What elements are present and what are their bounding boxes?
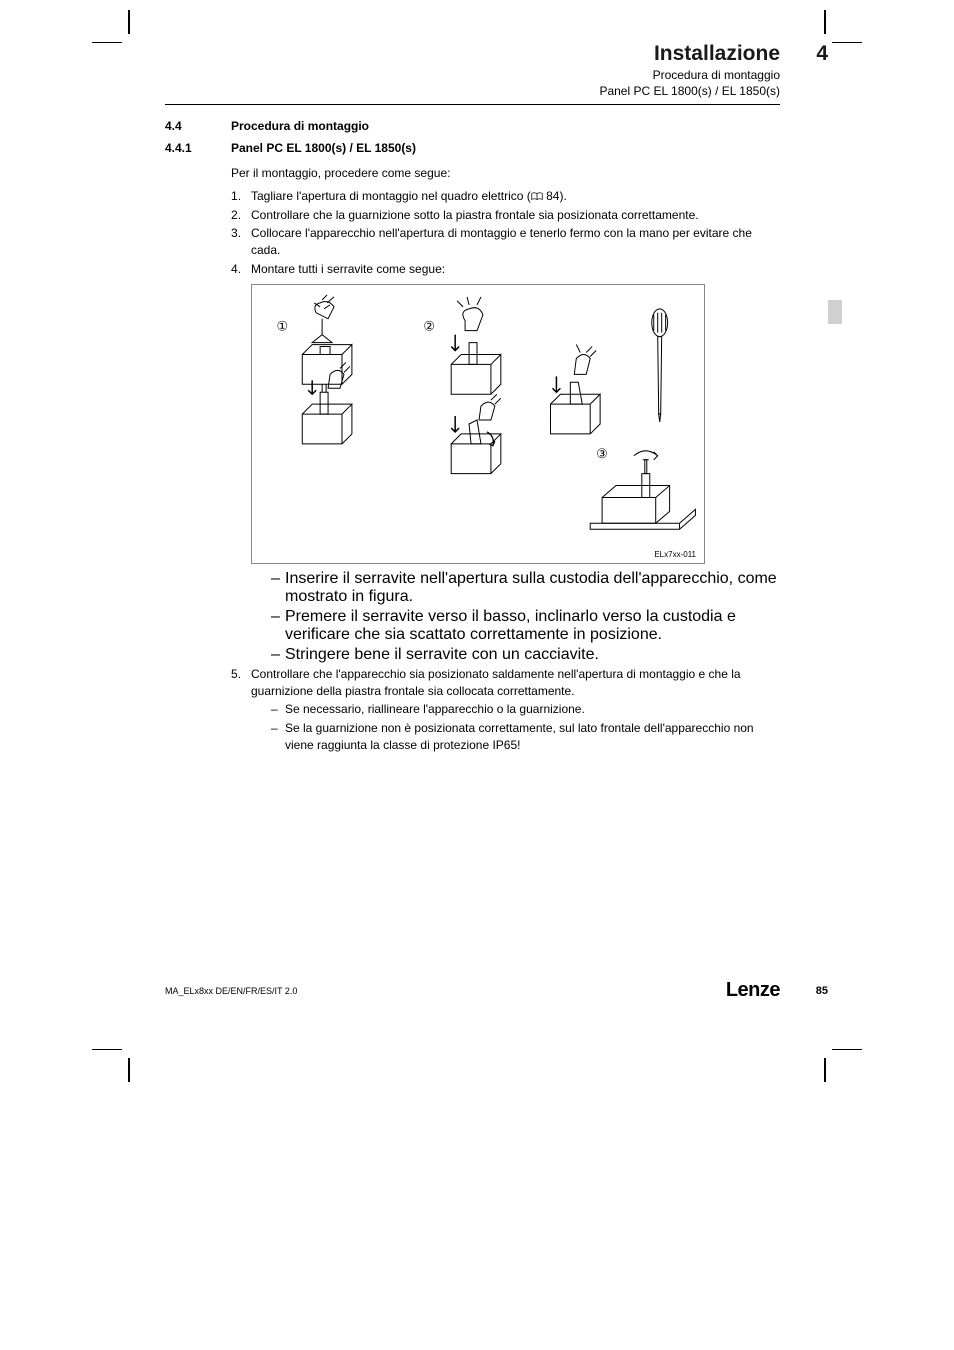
- crop-mark: [832, 1049, 862, 1050]
- page-content: Installazione 4 Procedura di montaggio P…: [165, 42, 780, 1002]
- step-5: Controllare che l'apparecchio sia posizi…: [231, 666, 780, 756]
- crop-mark: [824, 10, 826, 34]
- bullet-3: Stringere bene il serravite con un cacci…: [271, 646, 780, 664]
- crop-mark: [92, 42, 122, 43]
- section-number: 4.4: [165, 119, 231, 133]
- footer-doc-id: MA_ELx8xx DE/EN/FR/ES/IT 2.0: [165, 986, 297, 996]
- bullet-1: Inserire il serravite nell'apertura sull…: [271, 570, 780, 606]
- footer-logo: Lenze: [726, 979, 780, 1002]
- section-heading-4-4: 4.4 Procedura di montaggio: [165, 119, 780, 133]
- crop-mark: [128, 10, 130, 34]
- header-rule: [165, 104, 780, 105]
- step-1-ref: 84).: [543, 189, 567, 203]
- step-3: Collocare l'apparecchio nell'apertura di…: [231, 225, 780, 259]
- section-heading-4-4-1: 4.4.1 Panel PC EL 1800(s) / EL 1850(s): [165, 141, 780, 155]
- diagram-svg: ①: [252, 285, 704, 563]
- step5-bullets: Se necessario, riallineare l'apparecchio…: [251, 701, 780, 753]
- header-title: Installazione: [654, 42, 780, 66]
- mounting-figure: ①: [251, 284, 705, 564]
- step4-bullets: Inserire il serravite nell'apertura sull…: [251, 570, 780, 664]
- step-1: Tagliare l'apertura di montaggio nel qua…: [231, 188, 780, 205]
- crop-mark: [92, 1049, 122, 1050]
- page-footer: MA_ELx8xx DE/EN/FR/ES/IT 2.0 Lenze 85: [165, 979, 780, 1002]
- step-4: Montare tutti i serravite come segue:: [231, 261, 780, 278]
- intro-text: Per il montaggio, procedere come segue:: [231, 165, 780, 182]
- crop-mark: [824, 1058, 826, 1082]
- step-2-text: Controllare che la guarnizione sotto la …: [251, 207, 780, 224]
- procedure-list-cont: Controllare che l'apparecchio sia posizi…: [231, 666, 780, 756]
- circled-2: ②: [423, 318, 435, 333]
- circled-1: ①: [276, 318, 288, 333]
- bullet-5: Se la guarnizione non è posizionata corr…: [271, 720, 780, 754]
- crop-mark: [128, 1058, 130, 1082]
- circled-3: ③: [596, 446, 608, 461]
- page-number: 85: [816, 985, 828, 997]
- figure-caption: ELx7xx-011: [654, 550, 696, 559]
- step-4-text: Montare tutti i serravite come segue:: [251, 261, 780, 278]
- page-header: Installazione 4 Procedura di montaggio P…: [165, 42, 780, 105]
- section-title: Panel PC EL 1800(s) / EL 1850(s): [231, 141, 416, 155]
- bullet-2: Premere il serravite verso il basso, inc…: [271, 608, 780, 644]
- step-2: Controllare che la guarnizione sotto la …: [231, 207, 780, 224]
- crop-mark: [832, 42, 862, 43]
- header-subtitle-1: Procedura di montaggio: [165, 68, 780, 82]
- section-tab: [828, 300, 842, 324]
- step-5-text: Controllare che l'apparecchio sia posizi…: [251, 666, 780, 700]
- section-number: 4.4.1: [165, 141, 231, 155]
- step-3-text: Collocare l'apparecchio nell'apertura di…: [251, 225, 780, 259]
- step-1-text-a: Tagliare l'apertura di montaggio nel qua…: [251, 189, 531, 203]
- section-title: Procedura di montaggio: [231, 119, 369, 133]
- chapter-number: 4: [816, 42, 828, 66]
- book-icon: [531, 192, 543, 201]
- bullet-4: Se necessario, riallineare l'apparecchio…: [271, 701, 780, 718]
- header-subtitle-2: Panel PC EL 1800(s) / EL 1850(s): [165, 84, 780, 98]
- procedure-list: Tagliare l'apertura di montaggio nel qua…: [231, 188, 780, 278]
